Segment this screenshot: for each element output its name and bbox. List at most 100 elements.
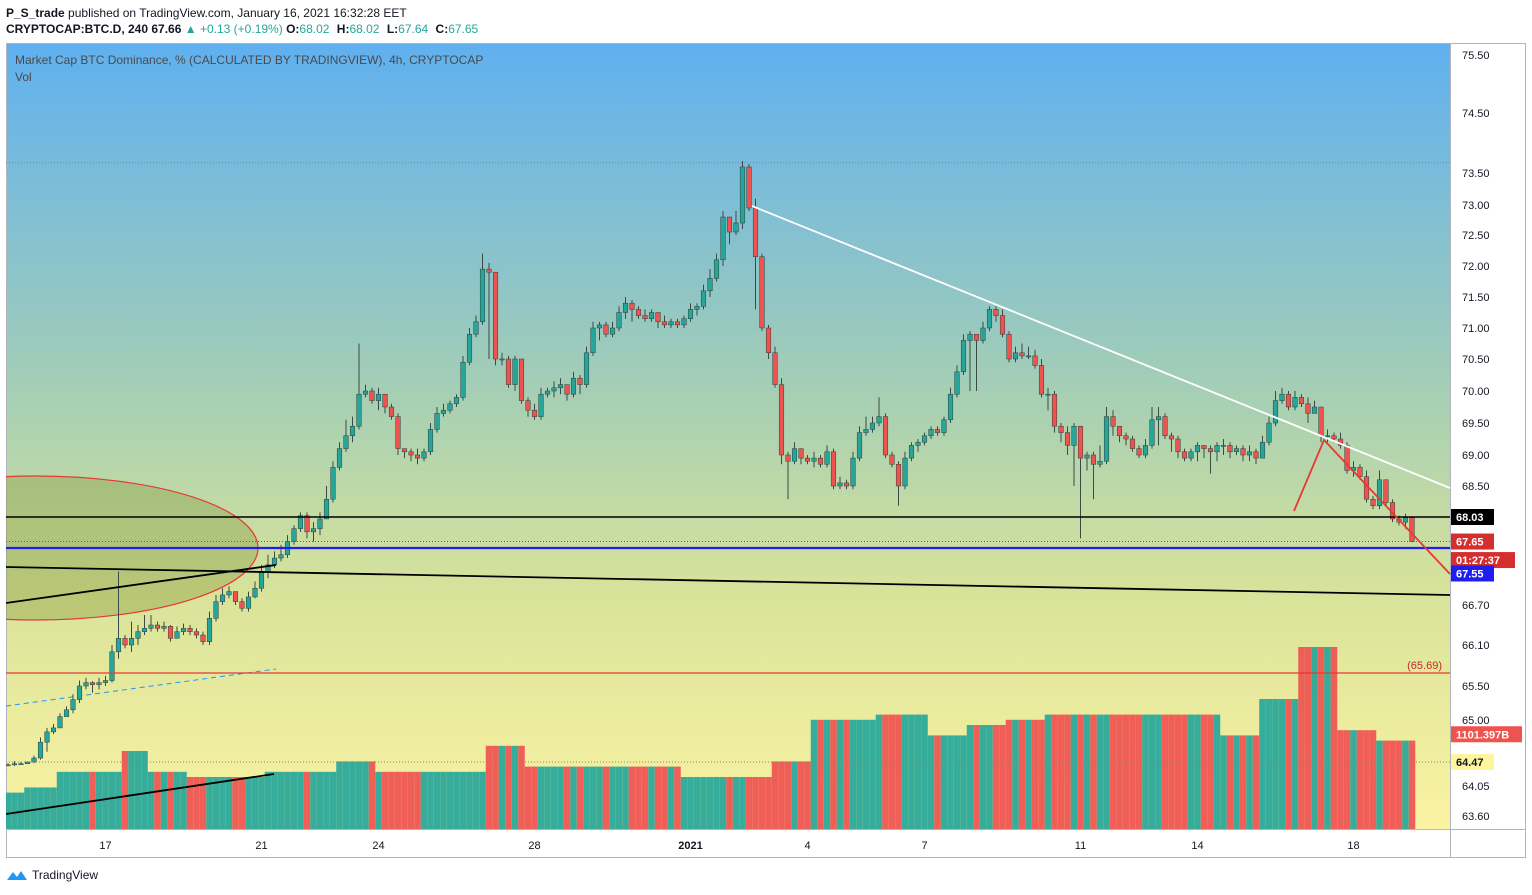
candle [122, 635, 128, 649]
price-axis-label: 1101.397B [1451, 726, 1522, 743]
volume-bar [1148, 714, 1156, 829]
candle-body [206, 618, 213, 642]
volume-bar [219, 777, 226, 829]
volume-bar [251, 777, 259, 829]
volume-bar [719, 777, 727, 829]
candle-body [811, 457, 817, 462]
candle [167, 625, 174, 642]
candle [1032, 349, 1038, 369]
candle-body [297, 515, 304, 529]
volume-bar [973, 725, 980, 829]
volume-bar [316, 771, 324, 829]
candle [401, 448, 408, 459]
candle [791, 442, 798, 465]
volume-bar [797, 761, 805, 829]
candle [44, 727, 50, 752]
y-tick-label: 72.50 [1462, 230, 1490, 242]
candle [941, 416, 947, 436]
price-label-bg [1451, 754, 1494, 770]
candle [694, 303, 700, 316]
candle [1285, 391, 1292, 411]
x-tick-label: 18 [1347, 840, 1359, 852]
candle-body [427, 429, 434, 453]
candle-body [200, 634, 206, 642]
candle-body [1376, 479, 1383, 507]
candle-body [798, 448, 804, 459]
volume-bar [69, 771, 77, 829]
volume-bar [173, 771, 181, 829]
candle-body [57, 716, 63, 729]
candle-body [401, 448, 408, 453]
volume-bar [225, 777, 233, 829]
volume-bar [1200, 714, 1208, 829]
candle-body [882, 416, 889, 456]
candle [213, 594, 219, 622]
volume-bar [1369, 730, 1377, 829]
published-text: published on TradingView.com, January 16… [68, 6, 407, 20]
candle [1266, 416, 1272, 446]
candle [492, 271, 499, 366]
volume-bar [82, 771, 90, 829]
volume-bar [641, 766, 649, 829]
candle-body [856, 432, 863, 459]
candle-body [1103, 416, 1110, 462]
candle-body [460, 361, 466, 398]
volume-bar [264, 771, 272, 829]
candle-body [349, 425, 356, 437]
candle [11, 761, 18, 766]
volume-bar [329, 771, 337, 829]
volume-bar [1265, 699, 1273, 829]
volume-bar [459, 771, 467, 829]
candle [642, 309, 648, 322]
volume-bar [206, 777, 213, 829]
candle-body [1032, 355, 1038, 366]
dashed-trendline [6, 668, 277, 707]
candle-body [1142, 445, 1149, 456]
volume-bar [56, 771, 64, 829]
candle [1168, 432, 1175, 452]
candle-body [174, 631, 180, 639]
candle-body [89, 682, 96, 685]
candle-body [557, 384, 564, 389]
candle [1064, 426, 1071, 455]
candle-body [1324, 435, 1331, 438]
candle [830, 448, 837, 490]
y-tick-label: 64.05 [1462, 781, 1490, 793]
candle [57, 713, 63, 729]
candle [206, 611, 213, 645]
publisher-name[interactable]: P_S_trade [6, 6, 65, 20]
candle [687, 303, 694, 322]
volume-bar [628, 766, 636, 829]
volume-bar [485, 745, 493, 829]
candle-body [232, 591, 239, 602]
candle [421, 448, 427, 462]
volume-bar [290, 771, 298, 829]
volume-bar [661, 766, 668, 829]
brand-name[interactable]: TradingView [32, 868, 99, 882]
x-tick-label: 4 [804, 840, 810, 852]
volume-bar [674, 766, 681, 829]
candle [655, 312, 661, 328]
candle-body [707, 278, 713, 292]
volume-bar [1038, 719, 1045, 829]
volume-bar [1057, 714, 1065, 829]
candle [954, 365, 960, 398]
candle [1207, 445, 1214, 474]
volume-bar [745, 777, 753, 829]
candle-body [187, 628, 193, 632]
volume-bar [1103, 714, 1110, 829]
price-label-text: 67.65 [1456, 537, 1484, 549]
volume-bar [186, 777, 194, 829]
volume-bar [1337, 730, 1344, 829]
y-tick-label: 66.10 [1462, 640, 1490, 652]
volume-bar [303, 771, 311, 829]
candle [798, 448, 804, 465]
candle [323, 486, 330, 520]
volume-bar [960, 735, 967, 829]
candle [843, 479, 850, 490]
price-chart[interactable]: (65.69) 75.5074.5073.5073.0072.5072.0071… [6, 43, 1526, 858]
volume-bar [596, 766, 603, 829]
volume-bar [550, 766, 558, 829]
chart-title: Market Cap BTC Dominance, % (CALCULATED … [15, 53, 483, 67]
volume-bar [258, 777, 265, 829]
